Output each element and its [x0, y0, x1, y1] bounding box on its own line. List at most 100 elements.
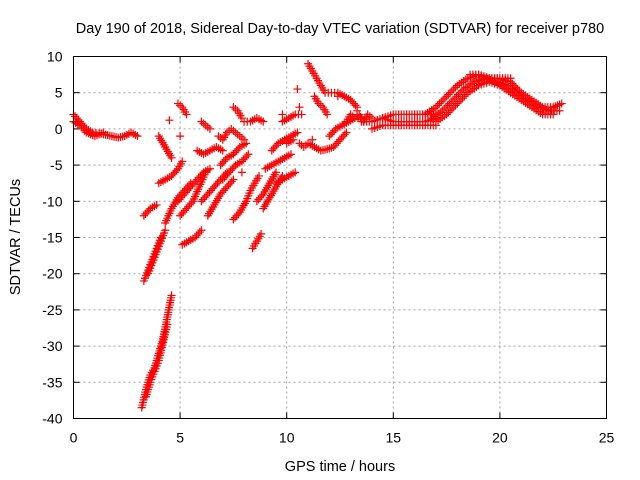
data-point — [449, 85, 458, 94]
y-tick-label: -35 — [42, 374, 62, 390]
data-point — [351, 101, 360, 110]
data-points-layer — [69, 59, 566, 412]
y-tick-label: -40 — [42, 411, 62, 427]
x-tick-label: 5 — [176, 430, 184, 446]
data-point — [237, 133, 246, 142]
data-point — [235, 132, 244, 141]
plot-frame — [73, 56, 607, 419]
x-tick-label: 0 — [70, 430, 78, 446]
data-point — [437, 97, 446, 106]
y-tick-label: 0 — [55, 121, 63, 137]
data-point — [293, 128, 302, 137]
data-point — [229, 175, 238, 184]
ticks-layer: 0 5 10 15 20 25 10 5 0 -5 -10 -15 -20 -25 -30 -35 -40 — [42, 49, 614, 446]
y-tick-label: -25 — [42, 302, 62, 318]
data-point — [201, 121, 210, 130]
data-point — [272, 168, 281, 177]
data-point — [440, 104, 449, 113]
data-point — [99, 128, 108, 137]
data-point — [197, 226, 206, 235]
data-point — [257, 229, 266, 238]
data-point — [172, 166, 181, 175]
data-point — [176, 101, 185, 110]
y-tick-label: -20 — [42, 266, 62, 282]
y-tick-label: 10 — [47, 49, 63, 65]
y-tick-label: -5 — [50, 157, 63, 173]
data-point — [447, 104, 456, 113]
data-point — [231, 128, 240, 137]
data-point — [435, 99, 444, 108]
data-point — [231, 104, 240, 113]
data-point — [316, 101, 325, 110]
data-point — [443, 101, 452, 110]
data-point — [173, 99, 182, 108]
data-point — [447, 86, 456, 95]
data-point — [455, 97, 464, 106]
data-point — [152, 200, 161, 209]
data-point — [446, 106, 455, 115]
data-point — [308, 135, 317, 144]
data-point — [203, 123, 212, 132]
data-point — [440, 94, 449, 103]
data-point — [450, 94, 459, 103]
data-point — [297, 110, 306, 119]
data-point — [133, 132, 142, 141]
y-axis-label: SDTVAR / TECUs — [8, 179, 24, 295]
data-point — [549, 110, 558, 119]
data-point — [242, 139, 251, 148]
data-point — [182, 110, 191, 119]
data-point — [244, 150, 253, 159]
x-tick-label: 15 — [386, 430, 402, 446]
data-point — [456, 95, 465, 104]
x-tick-label: 20 — [492, 430, 508, 446]
data-point — [444, 108, 453, 117]
data-point — [178, 157, 187, 166]
data-point — [439, 95, 448, 104]
y-tick-label: -10 — [42, 193, 62, 209]
data-point — [323, 145, 332, 154]
data-point — [340, 130, 349, 139]
data-point — [301, 141, 310, 150]
data-point — [205, 164, 214, 173]
data-point — [506, 74, 515, 83]
data-point — [442, 110, 451, 119]
data-point — [454, 90, 463, 99]
data-point — [237, 168, 246, 177]
data-point — [227, 177, 236, 186]
data-point — [458, 94, 467, 103]
data-point — [286, 150, 295, 159]
data-point — [218, 146, 227, 155]
data-point — [448, 95, 457, 104]
data-point — [449, 103, 458, 112]
data-point — [444, 90, 453, 99]
data-point — [205, 124, 214, 133]
data-point — [214, 132, 223, 141]
data-point — [353, 106, 362, 115]
data-point — [227, 124, 236, 133]
data-point — [441, 103, 450, 112]
data-point — [187, 199, 196, 208]
data-point — [333, 92, 342, 101]
data-point — [452, 92, 461, 101]
data-point — [447, 97, 456, 106]
data-point — [555, 106, 564, 115]
data-point — [323, 110, 332, 119]
grid-layer — [73, 56, 607, 419]
data-point — [431, 103, 440, 112]
y-tick-label: -15 — [42, 230, 62, 246]
data-point — [201, 168, 210, 177]
data-point — [161, 226, 170, 235]
data-point — [199, 119, 208, 128]
data-point — [197, 117, 206, 126]
data-point — [433, 101, 442, 110]
y-tick-label: 5 — [55, 85, 63, 101]
data-point — [293, 85, 302, 94]
data-point — [342, 128, 351, 137]
y-tick-label: -30 — [42, 338, 62, 354]
data-point — [195, 228, 204, 237]
data-point — [295, 139, 304, 148]
data-point — [229, 103, 238, 112]
data-point — [167, 291, 176, 300]
data-point — [289, 135, 298, 144]
data-point — [163, 320, 172, 329]
